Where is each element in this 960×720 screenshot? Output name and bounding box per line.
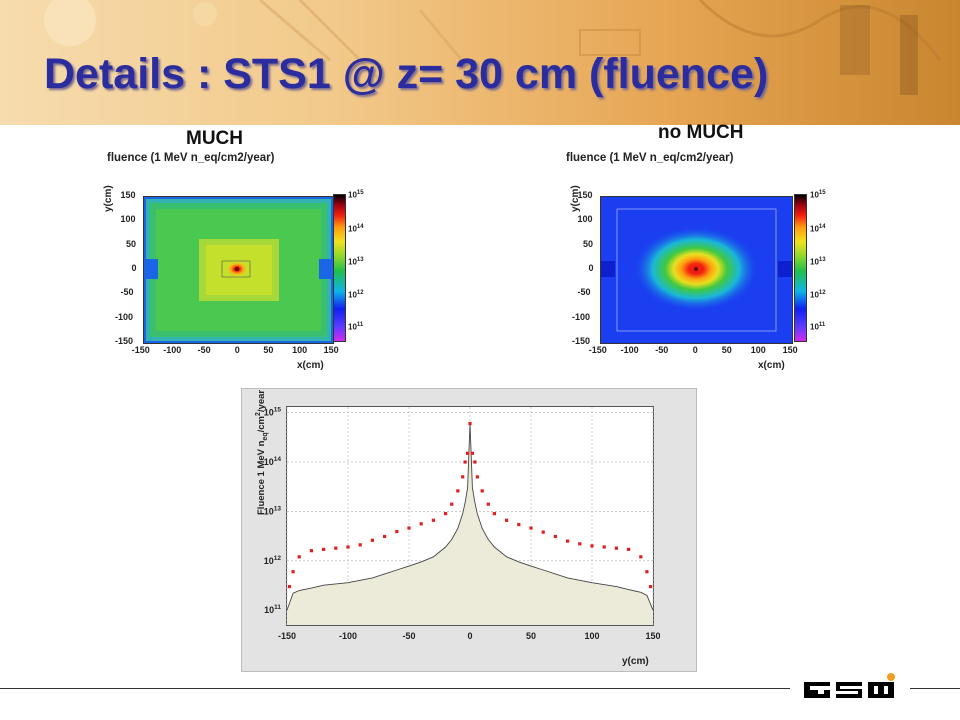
right-xtick: 150 xyxy=(782,345,798,355)
right-ytick: 50 xyxy=(583,238,594,249)
gsi-logo xyxy=(800,672,902,702)
left-xlabel: x(cm) xyxy=(297,360,324,371)
left-ytick: 0 xyxy=(131,263,137,273)
left-colorbar xyxy=(333,194,346,342)
footer-line-left xyxy=(0,688,790,689)
right-ytick: -100 xyxy=(572,311,591,322)
profile-xlabel: y(cm) xyxy=(622,656,649,667)
right-cbar-tick-11: 1011 xyxy=(810,322,826,332)
right-xtick: 50 xyxy=(721,345,732,355)
right-colorbar xyxy=(794,194,807,342)
left-ytick: 150 xyxy=(120,190,136,200)
right-xlabel: x(cm) xyxy=(758,360,785,371)
right-map-title: fluence (1 MeV n_eq/cm2/year) xyxy=(566,152,734,164)
banner-decoration xyxy=(44,0,942,95)
no-much-label: no MUCH xyxy=(658,122,744,143)
gsi-logo-dot xyxy=(887,673,895,681)
left-xtick: 100 xyxy=(292,345,308,355)
left-map-title: fluence (1 MeV n_eq/cm2/year) xyxy=(107,152,275,164)
left-xtick: -100 xyxy=(163,345,182,355)
left-ytick: -150 xyxy=(115,336,134,346)
right-xtick: -100 xyxy=(620,345,639,355)
left-cbar-tick-12: 1012 xyxy=(348,290,364,300)
much-label: MUCH xyxy=(186,128,243,149)
right-heatmap-canvas xyxy=(601,197,792,343)
left-heatmap xyxy=(143,196,334,344)
left-cbar-tick-14: 1014 xyxy=(348,224,364,234)
left-ytick: -100 xyxy=(115,311,134,322)
profile-ylabel: Fluence 1 MeV neq/cm2/year xyxy=(255,389,270,515)
right-cbar-tick-13: 1013 xyxy=(810,257,826,267)
right-xtick: -150 xyxy=(588,345,607,355)
left-xtick: 0 xyxy=(234,345,240,355)
left-cbar-tick-13: 1013 xyxy=(348,257,364,267)
right-ytick: -50 xyxy=(577,287,591,298)
right-xtick: -50 xyxy=(655,345,669,355)
right-cbar-tick-14: 1014 xyxy=(810,224,826,234)
left-cbar-tick-11: 1011 xyxy=(348,322,364,332)
right-xtick: 0 xyxy=(692,345,698,355)
left-ytick: 50 xyxy=(126,238,137,249)
right-ytick: 100 xyxy=(577,214,593,225)
right-ytick: -150 xyxy=(572,336,591,346)
left-cbar-tick-15: 1015 xyxy=(348,190,364,200)
profile-plot-area xyxy=(286,406,654,626)
left-ytick: -50 xyxy=(120,287,134,298)
footer-line-right xyxy=(910,688,960,689)
left-xtick: -50 xyxy=(197,345,211,355)
title-banner xyxy=(0,0,960,125)
right-heatmap xyxy=(600,196,793,344)
left-xtick: -150 xyxy=(131,345,150,355)
left-ytick: 100 xyxy=(120,214,136,225)
left-xtick: 150 xyxy=(323,345,339,355)
right-xtick: 100 xyxy=(750,345,766,355)
left-ylabel: y(cm) xyxy=(103,185,114,212)
right-cbar-tick-12: 1012 xyxy=(810,290,826,300)
slide-title: Details : STS1 @ z= 30 cm (fluence) xyxy=(44,50,769,98)
right-cbar-tick-15: 1015 xyxy=(810,190,826,200)
right-ytick: 0 xyxy=(588,263,594,273)
left-heatmap-canvas xyxy=(144,197,333,343)
right-ytick: 150 xyxy=(577,190,593,200)
left-xtick: 50 xyxy=(263,345,274,355)
